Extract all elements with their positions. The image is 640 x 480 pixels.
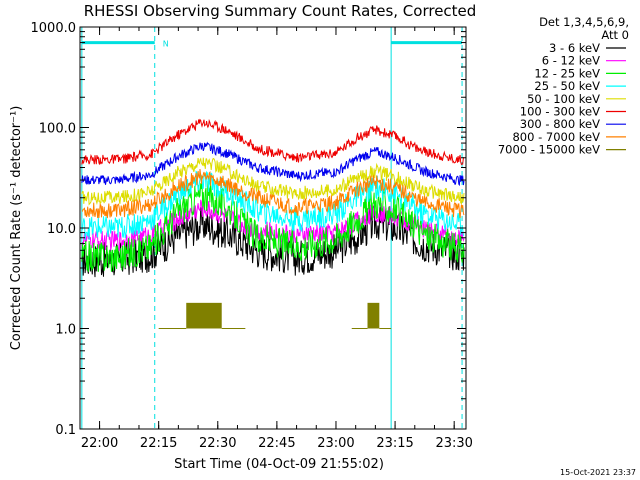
x-tick-label: 23:15: [376, 436, 413, 451]
legend-entry-label: 800 - 7000 keV: [512, 130, 600, 144]
series-line: [81, 180, 465, 272]
y-tick-label: 0.1: [55, 423, 76, 438]
legend-header-line-2: Att 0: [601, 28, 629, 42]
legend-entry-label: 50 - 100 keV: [527, 92, 600, 106]
legend-entry-label: 25 - 50 keV: [534, 79, 600, 93]
legend-entry-label: 7000 - 15000 keV: [498, 143, 600, 157]
flag-bars: N: [81, 40, 463, 49]
series-block: [186, 302, 222, 329]
flag-bar-label: N: [163, 40, 169, 49]
series-line: [81, 141, 465, 187]
legend-entry-label: 3 - 6 keV: [549, 41, 600, 55]
x-axis-label: Start Time (04-Oct-09 21:55:02): [174, 457, 384, 472]
y-tick-label: 1000.0: [31, 21, 77, 36]
legend-entry-label: 100 - 300 keV: [520, 105, 600, 119]
x-tick-label: 23:00: [317, 436, 354, 451]
series-line: [81, 170, 465, 241]
series-line: [81, 118, 465, 166]
x-tick-label: 23:30: [435, 436, 472, 451]
series-line: [81, 168, 465, 219]
y-axis: 0.1 1.0 10.0 100.0 1000.0: [31, 21, 466, 438]
y-tick-label: 1.0: [55, 323, 76, 338]
series-block: [367, 302, 380, 329]
timestamp: 15-Oct-2021 23:37: [560, 468, 636, 477]
x-tick-label: 22:45: [258, 436, 295, 451]
chart-title: RHESSI Observing Summary Count Rates, Co…: [84, 2, 477, 20]
x-tick-label: 22:15: [140, 436, 177, 451]
y-axis-label: Corrected Count Rate (s⁻¹ detector⁻¹): [9, 106, 24, 351]
y-tick-label: 10.0: [47, 222, 76, 237]
x-tick-label: 22:00: [81, 436, 118, 451]
legend-entry-label: 12 - 25 keV: [534, 66, 600, 80]
legend-header-line-1: Det 1,3,4,5,6,9,: [539, 15, 629, 29]
series-line: [81, 157, 465, 206]
x-axis: 22:00 22:15 22:30 22:45 23:00 23:15 23:30: [81, 27, 473, 451]
series-line: [81, 204, 465, 278]
legend-entry-label: 6 - 12 keV: [542, 54, 600, 68]
y-tick-label: 100.0: [39, 122, 76, 137]
series-layer: [81, 118, 465, 329]
legend-entry-label: 300 - 800 keV: [520, 117, 600, 131]
x-tick-label: 22:30: [199, 436, 236, 451]
